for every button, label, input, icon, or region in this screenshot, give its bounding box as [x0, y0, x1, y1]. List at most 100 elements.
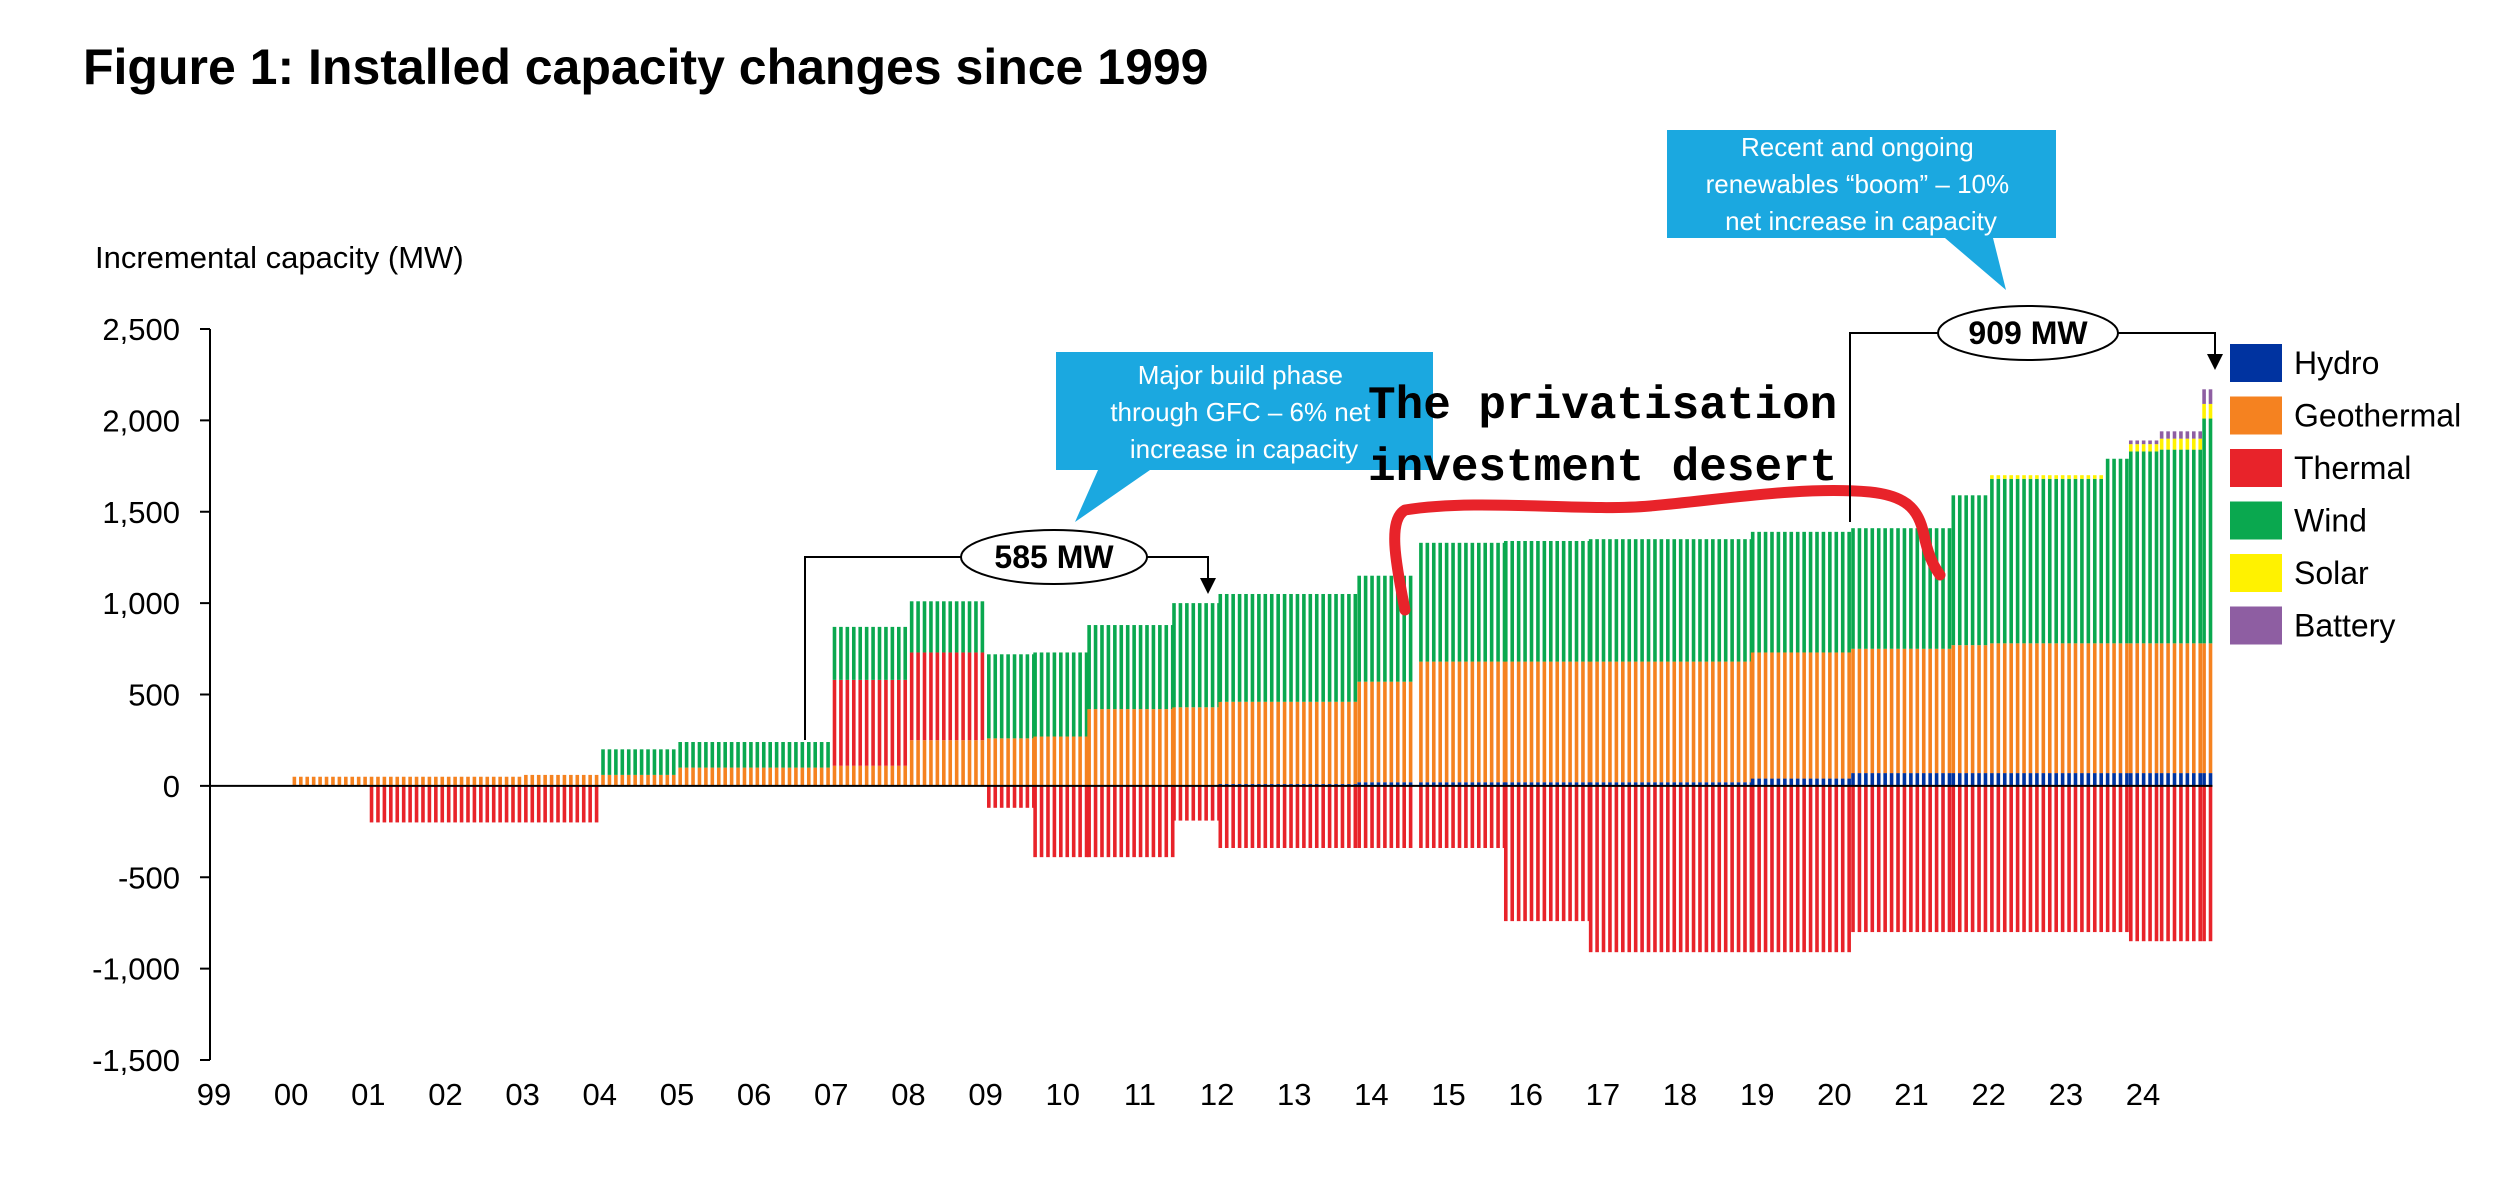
monthly-bar	[1444, 542, 1449, 849]
monthly-bar	[1574, 540, 1579, 922]
bar-segment-thermal	[858, 679, 863, 766]
bar-segment-battery	[2135, 440, 2140, 445]
bar-segment-solar	[2128, 444, 2133, 452]
bar-segment-hydro	[1730, 782, 1734, 786]
bar-segment-geothermal	[665, 774, 670, 786]
monthly-bar	[1431, 542, 1436, 849]
monthly-bar	[1934, 528, 1939, 933]
bar-segment-solar	[2092, 475, 2097, 479]
bar-segment-wind	[1821, 531, 1826, 653]
bar-segment-geothermal	[2208, 643, 2213, 774]
monthly-bar	[890, 626, 895, 786]
bar-segment-wind	[620, 749, 625, 775]
bar-segment-geothermal	[1581, 661, 1585, 783]
bar-segment-geothermal	[1947, 648, 1952, 774]
x-tick-label: 14	[1354, 1077, 1388, 1112]
monthly-bar	[626, 749, 631, 786]
bar-segment-wind	[1633, 539, 1638, 662]
bar-segment-geothermal	[318, 776, 322, 786]
monthly-bar	[813, 742, 818, 786]
bar-segment-hydro	[1457, 782, 1462, 786]
monthly-bar	[536, 774, 541, 823]
legend-swatch	[2230, 344, 2282, 382]
monthly-bar	[1347, 593, 1351, 849]
monthly-bar	[1231, 593, 1235, 849]
x-tick-label: 23	[2049, 1077, 2083, 1112]
monthly-bar	[916, 601, 920, 786]
bar-segment-geothermal	[1977, 645, 1981, 774]
bar-segment-thermal-retired	[524, 785, 528, 823]
bar-segment-geothermal	[633, 774, 637, 786]
bar-segment-thermal-retired	[408, 785, 412, 823]
bar-segment-wind	[961, 601, 965, 653]
bar-segment-geothermal	[614, 774, 618, 786]
bar-segment-geothermal	[530, 774, 535, 786]
bar-segment-hydro	[1896, 773, 1900, 786]
bar-segment-thermal-retired	[491, 785, 496, 823]
monthly-bar	[466, 776, 470, 823]
monthly-bar	[1970, 495, 1975, 933]
bar-segment-wind	[922, 601, 927, 653]
bar-segment-hydro	[1510, 782, 1515, 786]
bar-segment-hydro	[1964, 773, 1968, 786]
bar-segment-wind	[601, 749, 605, 775]
bar-segment-wind	[2080, 478, 2084, 644]
monthly-bar	[453, 776, 457, 823]
bar-segment-wind	[1071, 652, 1076, 737]
monthly-bar	[1815, 531, 1819, 953]
monthly-bar	[896, 626, 901, 786]
monthly-bar	[1276, 593, 1280, 849]
bar-segment-wind	[1087, 625, 1091, 710]
monthly-bar	[1951, 495, 1956, 933]
bar-segment-geothermal	[607, 774, 612, 786]
y-tick-label: 2,000	[102, 403, 180, 438]
bar-segment-wind	[1185, 603, 1189, 708]
monthly-bar	[1353, 593, 1358, 849]
bubble-585	[960, 529, 1148, 585]
bar-segment-wind	[1601, 539, 1606, 662]
bar-segment-geothermal	[1419, 661, 1423, 783]
x-tick-label: 20	[1817, 1077, 1851, 1112]
bar-segment-thermal-retired	[1151, 785, 1156, 858]
bar-segment-geothermal	[408, 776, 412, 786]
bar-segment-wind	[787, 742, 792, 768]
bar-segment-geothermal	[1595, 661, 1599, 783]
bar-segment-geothermal	[761, 767, 766, 786]
bar-segment-hydro	[1876, 773, 1881, 786]
bar-segment-thermal-retired	[1723, 785, 1728, 953]
monthly-bar	[942, 601, 946, 786]
bar-segment-thermal-retired	[1250, 785, 1255, 849]
monthly-bar	[1113, 625, 1117, 858]
bar-segment-thermal-retired	[504, 785, 509, 823]
monthly-bar	[1302, 593, 1306, 849]
bar-segment-geothermal	[1218, 701, 1223, 785]
monthly-bar	[2125, 458, 2129, 933]
monthly-bar	[331, 776, 335, 786]
monthly-bar	[961, 601, 965, 786]
bar-segment-geothermal	[1224, 701, 1229, 785]
bar-segment-geothermal	[1876, 648, 1881, 774]
bar-segment-geothermal	[1970, 645, 1975, 774]
bar-segment-geothermal	[710, 767, 715, 786]
bar-segment-thermal-retired	[2060, 785, 2065, 933]
monthly-bar	[1889, 528, 1894, 933]
monthly-bar	[2035, 475, 2039, 933]
bar-segment-geothermal	[2159, 643, 2164, 774]
bar-segment-geothermal	[1295, 701, 1300, 785]
bar-segment-thermal-retired	[1257, 785, 1261, 849]
bar-segment-geothermal	[839, 765, 843, 786]
bar-segment-wind	[1542, 540, 1547, 662]
bar-segment-geothermal	[1314, 701, 1319, 785]
monthly-bar	[2159, 431, 2164, 942]
desert-brace	[1389, 485, 1946, 616]
monthly-bar	[1990, 475, 1994, 933]
monthly-bar	[1395, 575, 1400, 849]
monthly-bar	[929, 601, 933, 786]
bar-segment-wind	[1327, 593, 1332, 702]
bar-segment-battery	[2185, 431, 2190, 439]
monthly-bar	[1621, 539, 1625, 953]
bar-segment-geothermal	[434, 776, 438, 786]
bar-segment-thermal-retired	[1059, 785, 1063, 858]
monthly-bar	[434, 776, 438, 823]
monthly-bar	[1408, 575, 1413, 849]
